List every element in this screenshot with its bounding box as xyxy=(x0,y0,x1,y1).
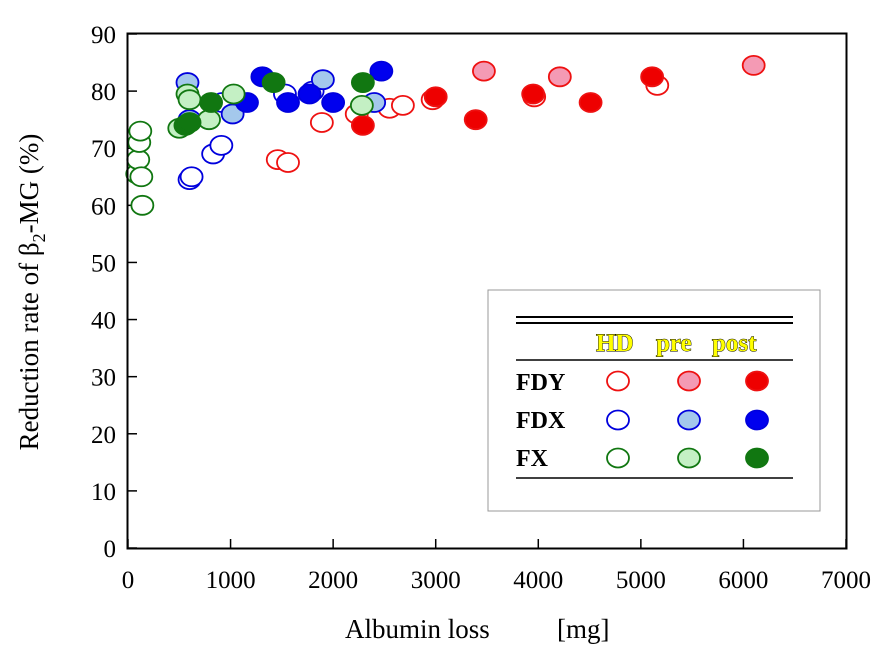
data-point-fdy-pre xyxy=(472,60,496,82)
y-axis-label-subscript: 2 xyxy=(29,233,49,242)
y-tick-label: 20 xyxy=(91,422,116,449)
data-point-fx-hd xyxy=(128,120,153,142)
x-tick-label: 5000 xyxy=(616,567,666,594)
legend-marker-fdx-pre xyxy=(677,409,701,431)
x-tick-label: 1000 xyxy=(206,567,256,594)
x-tick-labels: 0 1000 2000 3000 4000 5000 6000 7000 xyxy=(122,567,871,594)
data-point-fdx-hd xyxy=(209,134,234,156)
plot-frame xyxy=(126,32,848,550)
data-point-fdx-hd xyxy=(179,166,204,188)
y-tick-label: 90 xyxy=(91,22,116,49)
x-tick-label: 2000 xyxy=(308,567,358,594)
data-point-fdy-post xyxy=(463,109,488,131)
y-tick-label: 40 xyxy=(91,308,116,335)
data-point-fx-post xyxy=(177,112,202,133)
legend-row-fdx: FDX xyxy=(516,408,566,434)
legend-marker-fdy-post xyxy=(745,370,769,392)
data-point-fdx-post xyxy=(297,83,322,105)
data-point-fdy-post xyxy=(640,66,665,88)
x-tick-label: 4000 xyxy=(513,567,563,594)
data-point-fx-pre xyxy=(197,109,221,131)
legend-marker-fx-post xyxy=(745,447,769,469)
legend-col-hd: HD xyxy=(596,330,634,357)
data-point-fdy-pre xyxy=(741,55,766,76)
data-point-fx-hd xyxy=(130,194,155,216)
data-point-fx-post xyxy=(199,92,223,113)
y-axis-label-main: Reduction rate of β xyxy=(14,242,44,450)
data-point-fx-hd xyxy=(126,149,151,171)
data-point-fdx-pre xyxy=(310,69,335,91)
data-point-fx-pre xyxy=(349,94,374,116)
legend-marker-fdx-hd xyxy=(606,409,630,431)
legend-marker-fdy-hd xyxy=(606,370,630,392)
y-tick-label: 30 xyxy=(91,365,116,392)
data-point-fdy-hd xyxy=(390,94,415,116)
data-point-fdy-hd xyxy=(276,152,300,173)
legend-row-fx: FX xyxy=(516,446,549,472)
x-tick-label: 0 xyxy=(122,567,135,594)
y-tick-label: 70 xyxy=(91,136,116,163)
y-axis-label: Reduction rate of β2-MG (%) xyxy=(14,134,49,451)
legend-marker-fdx-post xyxy=(745,409,769,431)
legend-marker-fdy-pre xyxy=(677,370,701,392)
data-point-fx-pre xyxy=(221,83,246,105)
data-point-fdx-post xyxy=(369,60,394,82)
data-point-fdy-post xyxy=(350,114,375,136)
data-point-fdy-post xyxy=(423,86,448,108)
y-tick-label: 50 xyxy=(91,250,116,277)
data-point-fdy-post xyxy=(521,83,546,105)
legend-col-pre: pre xyxy=(656,330,692,357)
y-tick-label: 10 xyxy=(91,479,116,506)
data-point-fdy-post xyxy=(578,92,603,113)
data-point-fx-post xyxy=(261,72,286,93)
data-point-fx-pre xyxy=(177,89,202,111)
x-axis-unit: [mg] xyxy=(557,614,609,644)
data-points xyxy=(125,55,766,216)
y-axis-label-suffix: -MG (%) xyxy=(14,134,44,234)
legend-box xyxy=(487,289,821,512)
x-tick-label: 6000 xyxy=(718,567,768,594)
x-tick-label: 3000 xyxy=(411,567,461,594)
data-point-fx-hd xyxy=(129,166,154,188)
legend: HD pre post FDY FDX FX xyxy=(487,289,821,512)
x-axis-label: Albumin loss xyxy=(345,614,490,644)
data-point-fdy-hd xyxy=(309,112,334,133)
data-point-fdx-post xyxy=(276,92,300,113)
legend-row-fdy: FDY xyxy=(516,370,565,396)
legend-marker-fx-hd xyxy=(606,447,630,469)
y-tick-label: 0 xyxy=(104,536,117,563)
data-point-fdx-post xyxy=(321,92,346,113)
x-tick-label: 7000 xyxy=(821,567,871,594)
legend-marker-fx-pre xyxy=(677,447,701,469)
x-axis-title: Albumin loss [mg] xyxy=(345,614,609,644)
legend-markers xyxy=(606,370,769,469)
legend-col-post: post xyxy=(712,330,757,357)
data-point-fx-post xyxy=(350,72,375,93)
y-tick-labels: 0 10 20 30 40 50 60 70 80 90 xyxy=(91,22,116,563)
y-tick-label: 80 xyxy=(91,79,116,106)
data-point-fdy-pre xyxy=(547,66,572,88)
y-tick-label: 60 xyxy=(91,193,116,220)
